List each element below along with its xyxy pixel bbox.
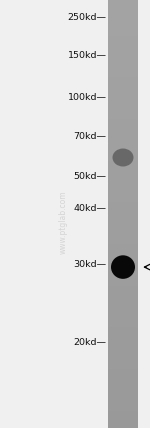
Text: 100kd—: 100kd—	[68, 93, 106, 102]
Text: 40kd—: 40kd—	[74, 204, 106, 214]
Text: 150kd—: 150kd—	[68, 51, 106, 60]
Ellipse shape	[111, 255, 135, 279]
Text: 70kd—: 70kd—	[74, 131, 106, 141]
Text: 250kd—: 250kd—	[68, 12, 106, 22]
Text: 20kd—: 20kd—	[74, 338, 106, 347]
Text: 30kd—: 30kd—	[73, 259, 106, 269]
Ellipse shape	[112, 149, 134, 166]
Text: www.ptglab.com: www.ptglab.com	[58, 191, 68, 254]
Text: 50kd—: 50kd—	[74, 172, 106, 181]
